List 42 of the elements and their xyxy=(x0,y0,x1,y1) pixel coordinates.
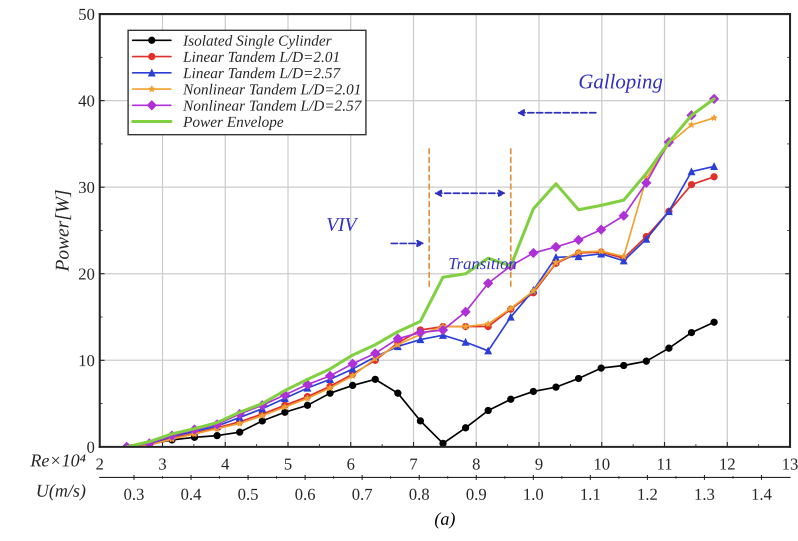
x2-tick-label: 0.4 xyxy=(181,488,202,500)
x-tick-label: 10 xyxy=(594,458,610,470)
legend-label: Nonlinear Tandem L/D=2.01 xyxy=(182,84,360,95)
legend-label: Linear Tandem L/D=2.01 xyxy=(182,51,338,62)
x2-tick-label: 0.6 xyxy=(295,488,316,500)
y-tick-label: 10 xyxy=(80,355,94,366)
x-tick-label: 7 xyxy=(410,458,418,470)
legend-label: Nonlinear Tandem L/D=2.57 xyxy=(182,100,362,111)
annotation: Galloping xyxy=(579,74,662,93)
x-tick-label: 8 xyxy=(472,458,480,470)
x-tick-label: 9 xyxy=(535,458,542,470)
x2-tick-label: 1.2 xyxy=(638,488,657,500)
x2-tick-label: 1.4 xyxy=(752,488,772,500)
annotation: VIV xyxy=(327,218,358,232)
x2-tick-label: 0.3 xyxy=(124,488,144,500)
x-tick-label: 13 xyxy=(783,458,798,470)
x2-tick-label: 0.9 xyxy=(466,488,486,500)
y-tick-label: 20 xyxy=(78,268,94,280)
x-tick-label: 4 xyxy=(221,458,230,470)
text: (a) xyxy=(434,512,455,529)
x-tick-label: 11 xyxy=(658,458,672,470)
legend-label: Power Envelope xyxy=(183,116,284,130)
x2-tick-label: 0.5 xyxy=(238,488,258,500)
y-axis-title: Power[W] xyxy=(55,190,72,272)
x-axis-title: Re×10⁴ xyxy=(30,454,86,467)
x2-tick-label: 1.0 xyxy=(524,488,544,500)
y-tick-label: 50 xyxy=(79,8,94,20)
x-tick-label: 5 xyxy=(284,458,292,470)
y-tick-label: 0 xyxy=(87,442,94,453)
x-tick-label: 2 xyxy=(96,458,103,470)
x2-tick-label: 1.1 xyxy=(581,488,600,500)
legend-label: Linear Tandem L/D=2.57 xyxy=(182,68,341,78)
x-tick-label: 3 xyxy=(159,458,166,470)
x2-tick-label: 0.7 xyxy=(352,488,372,500)
x-tick-label: 12 xyxy=(720,458,735,470)
x-tick-label: 6 xyxy=(347,458,354,470)
x2-tick-label: 1.3 xyxy=(696,488,714,500)
x2-tick-label: 0.8 xyxy=(409,488,429,500)
y-tick-label: 40 xyxy=(78,95,94,107)
x2-axis-title: U(m/s) xyxy=(37,484,86,500)
y-tick-label: 30 xyxy=(79,182,94,194)
legend-label: Isolated Single Cylinder xyxy=(183,35,332,49)
